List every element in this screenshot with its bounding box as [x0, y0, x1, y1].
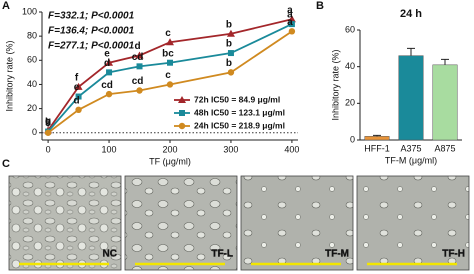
significance-letter: cd — [132, 52, 144, 63]
x-tick-label: A875 — [434, 143, 455, 153]
panel-label: C — [2, 158, 10, 170]
marker — [75, 93, 82, 100]
significance-letter: c — [165, 70, 171, 81]
x-tick-label: HFF-1 — [364, 143, 390, 153]
significance-letter: b — [226, 19, 232, 30]
significance-letter: a — [287, 17, 293, 28]
y-tick-label: 40 — [27, 79, 37, 89]
error-bar — [373, 134, 381, 137]
legend-label: 48h IC50 = 123.1 μg/ml — [194, 107, 285, 117]
legend-label: 24h IC50 = 218.9 μg/ml — [194, 120, 285, 130]
marker — [166, 81, 174, 88]
y-axis-label: Inhibitory rate (%) — [4, 40, 14, 111]
marker — [135, 51, 144, 59]
error-bar — [407, 47, 415, 56]
image-label: TF-L — [211, 249, 233, 260]
significance-letter: e — [104, 48, 110, 59]
bar — [432, 64, 458, 141]
significance-letter: d — [134, 41, 140, 52]
significance-letter: cd — [132, 76, 144, 87]
significance-letter: a — [287, 5, 293, 16]
marker — [288, 21, 295, 28]
marker — [227, 50, 234, 57]
image-label: NC — [103, 249, 117, 260]
significance-letter: d — [74, 95, 80, 106]
y-tick-label: 20 — [27, 103, 37, 113]
y-tick-label: 100 — [22, 6, 37, 16]
significance-letter: bc — [162, 48, 174, 59]
x-tick-label: A375 — [400, 143, 421, 153]
significance-letter: g — [45, 116, 51, 127]
bar — [364, 136, 390, 141]
y-axis-label: Inhibitory rate (%) — [330, 49, 340, 120]
y-tick-label: 0 — [350, 134, 355, 144]
legend-marker — [178, 96, 186, 103]
significance-letter: b — [226, 39, 232, 50]
x-axis-label: TF (μg/ml) — [149, 156, 191, 166]
marker — [74, 82, 83, 90]
x-tick-label: 400 — [284, 144, 299, 154]
marker — [106, 69, 113, 76]
y-tick-label: 80 — [27, 31, 37, 41]
legend-label: 72h IC50 = 84.9 μg/ml — [194, 94, 280, 104]
x-tick-label: 200 — [162, 144, 177, 154]
image-label: TF-H — [442, 249, 465, 260]
marker — [167, 59, 173, 66]
marker — [288, 28, 296, 35]
bar — [398, 55, 424, 141]
marker — [226, 29, 235, 37]
micrograph — [8, 175, 122, 271]
marker — [44, 129, 52, 136]
significance-letter: d — [104, 58, 110, 69]
significance-letter: a — [287, 10, 293, 21]
x-axis-label: TF-M (μg/ml) — [385, 155, 437, 165]
annotation: F=136.4; P<0.0001 — [48, 26, 135, 37]
significance-letter: cd — [101, 80, 113, 91]
panel-label: B — [316, 0, 324, 12]
micrograph — [240, 175, 354, 271]
micrograph — [356, 175, 470, 271]
marker — [136, 87, 143, 94]
image-label: TF-M — [325, 249, 349, 260]
annotation: F=332.1; P<0.0001 — [48, 11, 135, 22]
y-tick-label: 60 — [345, 24, 355, 34]
legend-marker — [178, 122, 186, 130]
error-bar — [441, 58, 449, 65]
y-tick-label: 40 — [345, 61, 355, 71]
y-tick-label: 60 — [27, 55, 37, 65]
x-tick-label: 100 — [102, 144, 117, 154]
significance-letter: f — [75, 73, 79, 84]
x-tick-label: 300 — [223, 144, 238, 154]
significance-letter: b — [226, 58, 232, 69]
y-tick-label: 20 — [345, 98, 355, 108]
marker — [75, 106, 82, 114]
significance-letter: h — [45, 117, 51, 128]
marker — [227, 69, 235, 76]
legend-marker — [179, 110, 185, 116]
panel-label: A — [2, 0, 10, 12]
x-tick-label: 0 — [46, 144, 51, 154]
annotation: F=277.1; P<0.0001 — [48, 41, 135, 52]
marker — [166, 38, 174, 46]
micrograph — [124, 175, 238, 271]
y-tick-label: 0 — [32, 127, 37, 137]
marker — [287, 15, 296, 23]
significance-letter: i — [47, 118, 50, 129]
marker — [105, 58, 114, 66]
significance-letter: c — [165, 28, 171, 39]
marker — [136, 63, 143, 70]
significance-letter: e — [74, 82, 80, 93]
marker — [105, 90, 113, 98]
chart-title: 24 h — [400, 8, 422, 20]
